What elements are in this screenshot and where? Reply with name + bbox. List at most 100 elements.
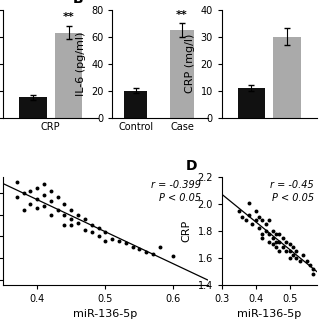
Point [48,199,53,204]
Point [250,221,255,227]
Y-axis label: IL-6 (pg/ml): IL-6 (pg/ml) [76,31,85,96]
Point [284,239,289,244]
Point [62,201,67,206]
Point [157,245,163,250]
Point [35,205,40,211]
Point [62,212,67,217]
Point [110,236,115,241]
Point [89,223,94,228]
Point [294,249,299,254]
Point [14,195,20,200]
X-axis label: miR-136-5p: miR-136-5p [237,309,301,319]
Point [243,218,248,223]
Point [240,215,245,220]
Point [277,249,282,254]
Point [311,266,316,271]
Point [287,255,292,260]
Point [267,231,272,236]
Point [297,258,302,263]
Point [28,201,33,206]
Point [35,186,40,191]
Point [21,208,26,213]
Point [69,208,74,213]
Bar [19,97,47,117]
Point [284,249,289,254]
Point [236,208,241,213]
Point [96,225,101,230]
Point [280,235,285,240]
Bar [171,30,194,117]
Point [277,231,282,236]
Point [42,192,47,197]
Point [253,218,258,223]
Point [89,229,94,235]
Point [304,258,309,263]
Point [14,179,20,184]
Bar [238,88,265,117]
Text: B: B [73,0,83,6]
Point [96,234,101,239]
Point [308,262,313,267]
Point [277,239,282,244]
Point [116,238,122,243]
Point [69,216,74,221]
Point [62,223,67,228]
Point [42,203,47,208]
Point [48,212,53,217]
Text: **: ** [63,12,75,22]
Point [76,212,81,217]
Bar [124,91,147,117]
Point [301,252,306,258]
Point [291,244,296,250]
Point [267,218,272,223]
Point [55,208,60,213]
Point [274,244,279,250]
Bar [273,36,301,117]
Point [294,255,299,260]
Text: r = -0.45
P < 0.05: r = -0.45 P < 0.05 [270,180,314,203]
Point [42,181,47,187]
Point [270,242,275,247]
Point [267,239,272,244]
Point [291,252,296,258]
Point [246,212,252,217]
Text: **: ** [176,10,188,20]
Y-axis label: CRP (mg/l): CRP (mg/l) [185,34,195,93]
Point [311,271,316,276]
Point [137,247,142,252]
Point [260,231,265,236]
Point [274,239,279,244]
Point [257,215,262,220]
Point [123,240,128,245]
Point [257,226,262,231]
Point [103,229,108,235]
Point [260,218,265,223]
X-axis label: miR-136-5p: miR-136-5p [73,309,138,319]
Point [280,244,285,250]
Point [263,221,268,227]
Text: r = -0.399
P < 0.05: r = -0.399 P < 0.05 [151,180,201,203]
Point [274,231,279,236]
Point [28,188,33,193]
Point [270,228,275,233]
Point [35,197,40,202]
Text: D: D [186,159,197,173]
Point [103,238,108,243]
Point [48,188,53,193]
Y-axis label: CRP: CRP [182,220,192,242]
Point [69,223,74,228]
Bar [55,33,82,117]
Point [150,251,156,256]
Point [171,253,176,259]
Point [130,245,135,250]
Point [287,242,292,247]
Point [144,249,149,254]
Point [263,228,268,233]
Point [55,195,60,200]
Point [253,208,258,213]
Point [82,227,87,232]
Point [246,200,252,205]
Point [287,249,292,254]
Point [21,190,26,195]
Point [260,235,265,240]
